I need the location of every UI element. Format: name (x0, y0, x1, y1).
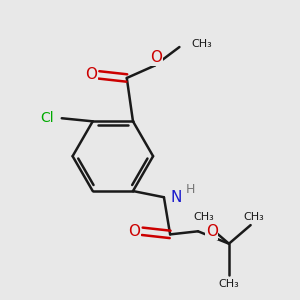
Text: N: N (170, 190, 182, 205)
Text: H: H (186, 183, 195, 196)
Text: CH₃: CH₃ (243, 212, 264, 222)
Text: O: O (85, 68, 97, 82)
Text: Cl: Cl (40, 111, 54, 125)
Text: O: O (206, 224, 218, 239)
Text: CH₃: CH₃ (192, 39, 212, 49)
Text: O: O (150, 50, 162, 65)
Text: CH₃: CH₃ (219, 279, 239, 289)
Text: CH₃: CH₃ (194, 212, 214, 222)
Text: O: O (128, 224, 140, 239)
